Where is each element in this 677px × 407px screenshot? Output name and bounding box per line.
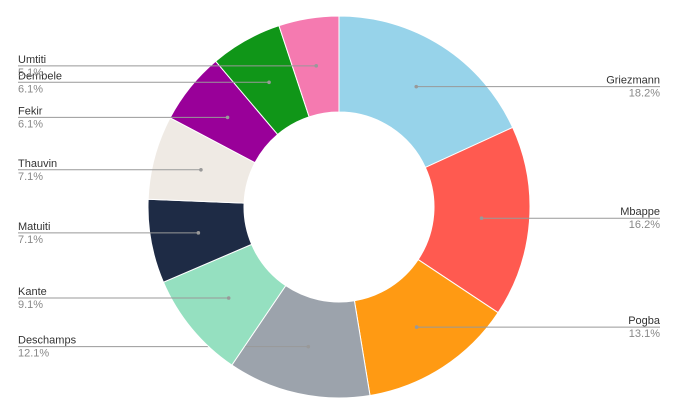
slice <box>338 15 514 169</box>
leader-dot <box>225 115 230 120</box>
slice-value: 18.2% <box>629 88 660 100</box>
slice-label: Fekir <box>18 105 43 117</box>
slice-label: Dembele <box>18 70 62 82</box>
leader-dot <box>414 325 419 329</box>
slice-value: 9.1% <box>18 299 43 311</box>
leader-dot <box>196 231 201 235</box>
slice-label: Umtiti <box>18 54 46 66</box>
leader-dot <box>226 296 231 300</box>
slice-value: 13.1% <box>629 328 660 340</box>
slice-value: 16.2% <box>629 219 660 231</box>
leader-dot <box>479 216 484 220</box>
slice-value: 6.1% <box>18 118 43 130</box>
slice-label: Kante <box>18 286 47 298</box>
slice-label: Mbappe <box>620 206 660 218</box>
slice-label: Deschamps <box>18 335 77 347</box>
leader-dot <box>267 80 271 85</box>
slice-value: 12.1% <box>18 348 49 360</box>
slice-label: Matuiti <box>18 221 50 233</box>
leader-dot <box>199 167 203 172</box>
slice-label: Thauvin <box>18 158 57 170</box>
slice-label: Pogba <box>628 315 661 327</box>
slice <box>278 15 340 118</box>
leader-dot <box>414 84 419 89</box>
slice-value: 7.1% <box>18 234 43 246</box>
slice-value: 6.1% <box>18 83 43 95</box>
slice-value: 7.1% <box>18 171 43 183</box>
slice-label: Griezmann <box>606 75 660 87</box>
slice <box>417 126 531 314</box>
leader-dot <box>306 344 311 349</box>
slice-value: 5.1% <box>18 67 43 79</box>
leader-dot <box>314 64 319 68</box>
